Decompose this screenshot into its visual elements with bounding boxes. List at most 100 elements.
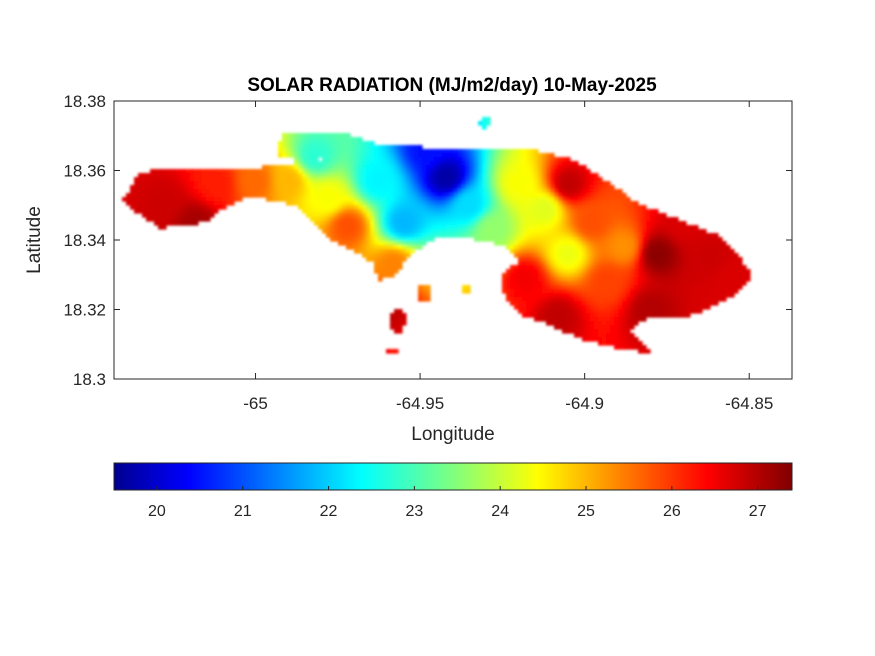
- heatmap-cell: [518, 273, 523, 278]
- heatmap-cell: [630, 277, 635, 282]
- heatmap-cell: [510, 213, 515, 218]
- heatmap-cell: [730, 273, 735, 278]
- heatmap-cell: [646, 309, 651, 314]
- heatmap-cell: [666, 269, 671, 274]
- heatmap-cell: [442, 205, 447, 210]
- heatmap-cell: [390, 225, 395, 230]
- heatmap-cell: [578, 321, 583, 326]
- heatmap-cell: [366, 249, 371, 254]
- heatmap-cell: [550, 285, 555, 290]
- heatmap-cell: [398, 261, 403, 266]
- heatmap-cell: [202, 189, 207, 194]
- heatmap-cell: [538, 161, 543, 166]
- heatmap-cell: [546, 253, 551, 258]
- heatmap-cell: [470, 149, 475, 154]
- heatmap-cell: [306, 197, 311, 202]
- heatmap-cell: [214, 201, 219, 206]
- heatmap-cell: [546, 305, 551, 310]
- heatmap-cell: [594, 289, 599, 294]
- heatmap-cell: [614, 305, 619, 310]
- heatmap-cell: [594, 213, 599, 218]
- heatmap-cell: [614, 341, 619, 346]
- heatmap-cell: [618, 269, 623, 274]
- heatmap-cell: [322, 173, 327, 178]
- heatmap-cell: [626, 217, 631, 222]
- heatmap-cell: [594, 217, 599, 222]
- heatmap-cell: [314, 157, 319, 162]
- heatmap-cell: [342, 225, 347, 230]
- heatmap-cell: [378, 237, 383, 242]
- heatmap-cell: [238, 177, 243, 182]
- heatmap-cell: [282, 193, 287, 198]
- heatmap-cell: [378, 233, 383, 238]
- heatmap-cell: [542, 317, 547, 322]
- heatmap-cell: [618, 209, 623, 214]
- heatmap-cell: [574, 293, 579, 298]
- heatmap-cell: [234, 197, 239, 202]
- heatmap-cell: [630, 333, 635, 338]
- heatmap-cell: [594, 193, 599, 198]
- heatmap-cell: [650, 309, 655, 314]
- heatmap-cell: [706, 289, 711, 294]
- heatmap-cell: [610, 189, 615, 194]
- heatmap-cell: [658, 293, 663, 298]
- heatmap-cell: [598, 253, 603, 258]
- heatmap-cell: [398, 257, 403, 262]
- heatmap-cell: [698, 229, 703, 234]
- heatmap-cell: [694, 241, 699, 246]
- heatmap-cell: [546, 289, 551, 294]
- heatmap-cell: [402, 313, 407, 318]
- heatmap-cell: [326, 141, 331, 146]
- heatmap-cell: [562, 313, 567, 318]
- heatmap-cell: [522, 201, 527, 206]
- heatmap-cell: [382, 189, 387, 194]
- heatmap-cell: [394, 181, 399, 186]
- heatmap-cell: [406, 221, 411, 226]
- heatmap-cell: [422, 181, 427, 186]
- heatmap-cell: [398, 241, 403, 246]
- heatmap-cell: [506, 241, 511, 246]
- heatmap-cell: [626, 229, 631, 234]
- heatmap-cell: [354, 185, 359, 190]
- heatmap-cell: [578, 181, 583, 186]
- heatmap-cell: [318, 141, 323, 146]
- heatmap-cell: [562, 165, 567, 170]
- heatmap-cell: [206, 173, 211, 178]
- heatmap-cell: [362, 225, 367, 230]
- heatmap-cell: [602, 333, 607, 338]
- heatmap-cell: [430, 173, 435, 178]
- heatmap-cell: [362, 209, 367, 214]
- heatmap-cell: [318, 193, 323, 198]
- heatmap-cell: [586, 265, 591, 270]
- heatmap-cell: [602, 229, 607, 234]
- heatmap-cell: [282, 197, 287, 202]
- heatmap-cell: [526, 309, 531, 314]
- heatmap-cell: [610, 221, 615, 226]
- heatmap-cell: [290, 165, 295, 170]
- heatmap-cell: [558, 261, 563, 266]
- heatmap-cell: [506, 169, 511, 174]
- heatmap-cell: [206, 205, 211, 210]
- heatmap-cell: [442, 169, 447, 174]
- heatmap-cell: [442, 173, 447, 178]
- heatmap-cell: [510, 273, 515, 278]
- heatmap-cell: [286, 185, 291, 190]
- heatmap-cell: [346, 157, 351, 162]
- heatmap-cell: [598, 225, 603, 230]
- heatmap-cell: [494, 233, 499, 238]
- heatmap-cell: [150, 177, 155, 182]
- heatmap-cell: [670, 241, 675, 246]
- heatmap-cell: [602, 285, 607, 290]
- heatmap-cell: [594, 233, 599, 238]
- heatmap-cell: [622, 225, 627, 230]
- heatmap-cell: [166, 209, 171, 214]
- heatmap-cell: [422, 177, 427, 182]
- heatmap-cell: [650, 221, 655, 226]
- heatmap-cell: [422, 149, 427, 154]
- heatmap-cell: [618, 273, 623, 278]
- heatmap-cell: [322, 229, 327, 234]
- heatmap-cell: [194, 205, 199, 210]
- heatmap-cell: [298, 185, 303, 190]
- heatmap-cell: [686, 313, 691, 318]
- heatmap-cell: [606, 265, 611, 270]
